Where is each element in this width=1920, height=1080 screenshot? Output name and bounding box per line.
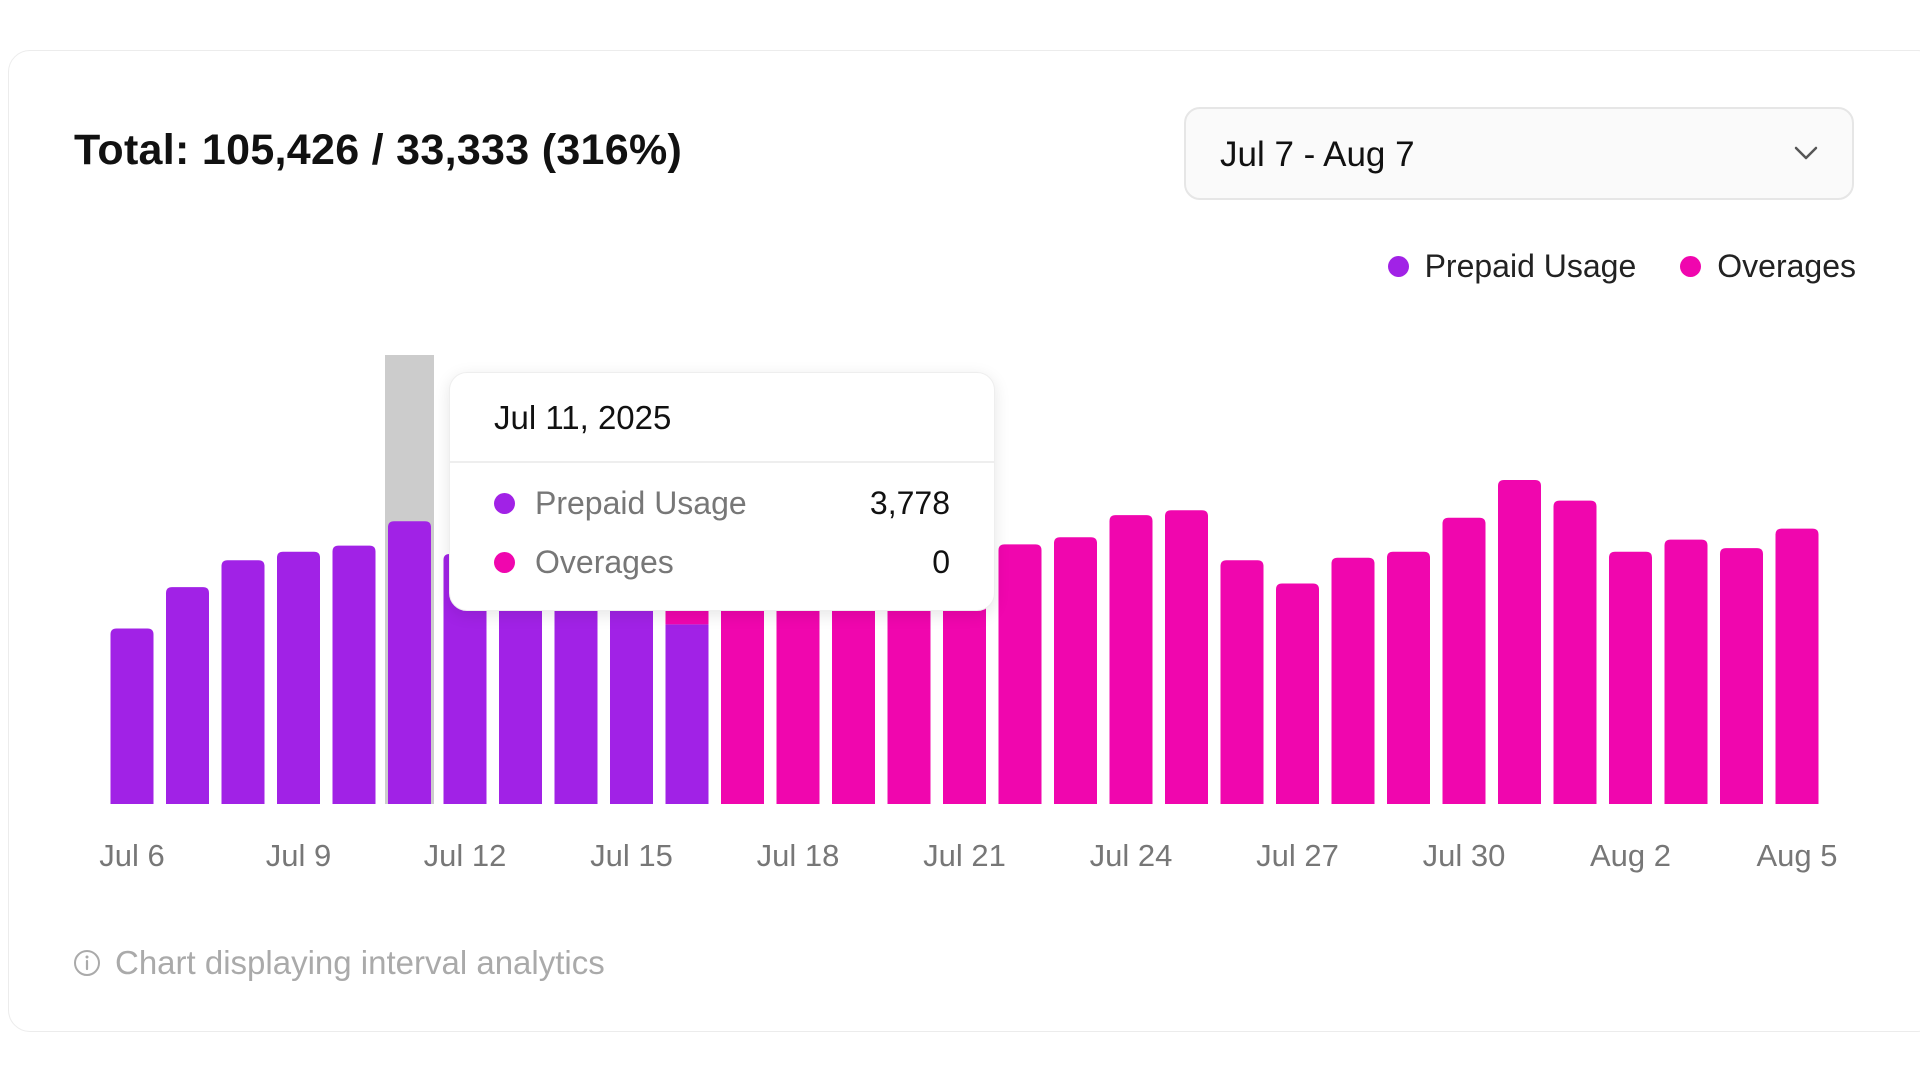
x-tick-label: Jul 21 [923, 838, 1006, 873]
bar-overages[interactable] [1220, 560, 1264, 804]
bar-prepaid[interactable] [610, 557, 653, 804]
bar-overages[interactable] [943, 549, 986, 804]
bar-prepaid[interactable] [277, 551, 320, 804]
bar-prepaid[interactable] [332, 545, 376, 804]
bar-overages[interactable] [1054, 537, 1097, 804]
chart-tooltip: Jul 11, 2025 Prepaid Usage 3,778 Overage… [449, 372, 995, 611]
tooltip-dot-overages [494, 552, 515, 573]
bar-overages[interactable] [1720, 548, 1763, 804]
date-range-dropdown[interactable]: Jul 7 - Aug 7 [1184, 107, 1854, 200]
bar-prepaid[interactable] [499, 557, 542, 804]
bar-overages[interactable] [1553, 500, 1597, 804]
x-tick-label: Aug 2 [1590, 838, 1671, 873]
x-tick-label: Jul 18 [757, 838, 840, 873]
tooltip-date: Jul 11, 2025 [494, 399, 672, 436]
usage-bar-chart: Jul 6 Jul 9 Jul 12 Jul 15 Jul 18 Jul 21 Jul 24… [99, 355, 1838, 873]
legend-dot-prepaid [1387, 256, 1409, 277]
bar-overages[interactable] [1276, 583, 1319, 804]
bar-prepaid[interactable] [443, 554, 487, 804]
legend-dot-overages [1680, 256, 1702, 277]
bar-overages[interactable] [832, 549, 875, 804]
bar-overages[interactable] [721, 549, 764, 804]
bar-overages[interactable] [1331, 557, 1375, 804]
footer-text: Chart displaying interval analytics [115, 944, 605, 981]
bar-overages[interactable] [776, 549, 820, 804]
x-tick-label: Jul 30 [1423, 838, 1506, 873]
x-tick-label: Jul 24 [1090, 838, 1173, 873]
legend-item-prepaid[interactable]: Prepaid Usage [1387, 248, 1637, 285]
x-tick-label: Jul 12 [424, 838, 507, 873]
bar-prepaid[interactable] [166, 587, 209, 804]
bar-overages[interactable] [1609, 551, 1652, 804]
bar-overages[interactable] [1387, 551, 1430, 804]
bar-overages[interactable] [998, 544, 1042, 804]
x-tick-label: Jul 9 [266, 838, 331, 873]
date-range-value: Jul 7 - Aug 7 [1220, 135, 1415, 174]
bar-overages[interactable] [1775, 528, 1819, 804]
bar-overages[interactable] [887, 549, 931, 804]
bar-overages[interactable] [1165, 510, 1208, 804]
usage-total-title: Total: 105,426 / 33,333 (316%) [74, 126, 683, 174]
chart-legend: Prepaid Usage Overages [1387, 248, 1856, 285]
bar-overages[interactable] [1442, 517, 1486, 804]
info-icon [74, 950, 100, 976]
x-tick-label: Jul 15 [590, 838, 673, 873]
bar-prepaid[interactable] [110, 628, 154, 804]
chart-footer: Chart displaying interval analytics [73, 944, 605, 982]
legend-label: Overages [1717, 248, 1856, 284]
bar-prepaid[interactable] [665, 624, 709, 804]
bar-overages[interactable] [1109, 515, 1153, 804]
tooltip-label: Prepaid Usage [535, 485, 747, 521]
bar-overages[interactable] [1498, 479, 1541, 804]
bar-prepaid[interactable] [388, 521, 431, 804]
tooltip-dot-prepaid [494, 493, 515, 514]
x-tick-label: Aug 5 [1756, 838, 1837, 873]
chevron-down-icon [1794, 146, 1818, 160]
x-tick-label: Jul 6 [99, 838, 164, 873]
tooltip-value: 3,778 [869, 485, 950, 521]
bar-prepaid[interactable] [221, 560, 265, 804]
tooltip-row-overages: Overages 0 [494, 544, 950, 581]
bar-prepaid[interactable] [554, 557, 598, 804]
tooltip-value: 0 [932, 544, 950, 580]
tooltip-divider [450, 461, 994, 463]
tooltip-label: Overages [535, 544, 674, 580]
x-tick-label: Jul 27 [1256, 838, 1339, 873]
bar-overages[interactable] [1664, 539, 1708, 804]
legend-item-overages[interactable]: Overages [1680, 248, 1856, 285]
tooltip-row-prepaid: Prepaid Usage 3,778 [494, 485, 950, 522]
legend-label: Prepaid Usage [1424, 248, 1637, 284]
